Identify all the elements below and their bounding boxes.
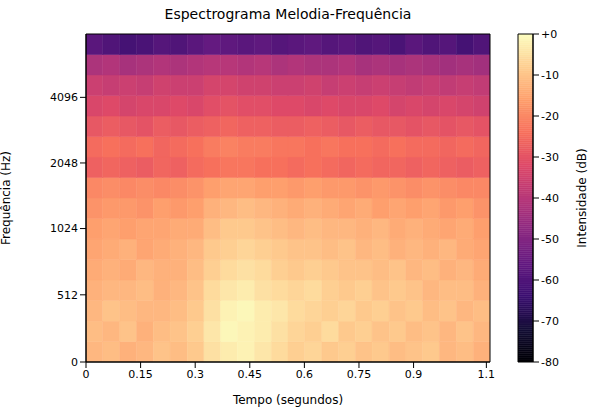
svg-text:0.3: 0.3 — [186, 368, 204, 381]
svg-text:4096: 4096 — [50, 91, 78, 104]
svg-text:-60: -60 — [541, 274, 559, 287]
svg-text:1024: 1024 — [50, 222, 78, 235]
html-text:Espectrograma Melodia-Frequênc: Espectrograma Melodia-Frequência — [164, 6, 412, 22]
svg-text:-70: -70 — [541, 315, 559, 328]
svg-text:0.6: 0.6 — [296, 368, 314, 381]
svg-text:Frequência (Hz): Frequência (Hz) — [0, 151, 13, 245]
svg-text:0: 0 — [83, 368, 90, 381]
svg-text:Intensidade (dB): Intensidade (dB) — [575, 148, 589, 247]
svg-text:-10: -10 — [541, 69, 559, 82]
svg-text:-80: -80 — [541, 356, 559, 369]
svg-text:512: 512 — [57, 289, 78, 302]
svg-text:0: 0 — [71, 356, 78, 369]
svg-text:1.1: 1.1 — [478, 368, 496, 381]
svg-text:Tempo (segundos): Tempo (segundos) — [232, 393, 343, 407]
svg-text:0.9: 0.9 — [405, 368, 423, 381]
svg-text:0.15: 0.15 — [128, 368, 153, 381]
svg-text:-30: -30 — [541, 151, 559, 164]
svg-text:+0: +0 — [541, 28, 557, 41]
svg-text:2048: 2048 — [50, 157, 78, 170]
svg-text:0.75: 0.75 — [347, 368, 372, 381]
svg-text:0.45: 0.45 — [238, 368, 263, 381]
svg-text:-20: -20 — [541, 110, 559, 123]
svg-text:-40: -40 — [541, 192, 559, 205]
svg-text:-50: -50 — [541, 233, 559, 246]
